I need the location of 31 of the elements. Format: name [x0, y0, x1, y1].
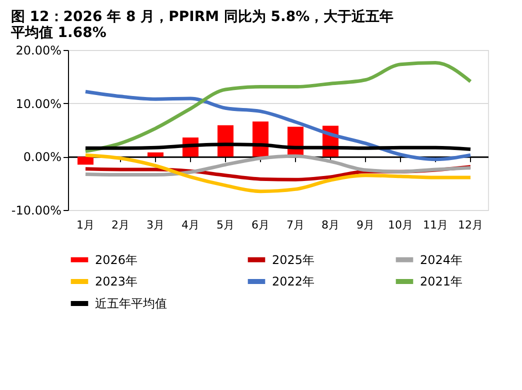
- line-series: [84, 153, 472, 194]
- legend-label: 近五年平均值: [95, 296, 167, 310]
- y-tick-label: 0.00%: [23, 150, 62, 164]
- legend-label: 2023年: [95, 274, 138, 288]
- x-tick-label: 7月: [286, 218, 304, 232]
- bar: [148, 152, 164, 157]
- legend-label: 2022年: [272, 274, 315, 288]
- x-tick-label: 10月: [388, 218, 413, 232]
- x-tick-label: 12月: [458, 218, 483, 232]
- text: 图 12：2026 年 8 月，PPIRM 同比为 5.8%，大于近五年: [10, 9, 394, 25]
- y-tick-label: -10.00%: [11, 204, 62, 218]
- x-tick-label: 4月: [182, 218, 200, 232]
- legend-label: 2026年: [95, 252, 138, 267]
- line-series: [84, 90, 472, 162]
- text: 平均值 1.68%: [10, 25, 106, 41]
- line-series: [84, 154, 472, 177]
- legend-label: 2025年: [272, 252, 315, 267]
- bar: [78, 156, 94, 165]
- x-tick-label: 3月: [146, 218, 164, 232]
- x-tick-label: 8月: [322, 218, 340, 232]
- line-series: [84, 61, 472, 154]
- y-tick-label: 20.00%: [16, 44, 62, 58]
- x-tick-label: 5月: [216, 218, 234, 232]
- y-tick-label: 10.00%: [16, 96, 62, 111]
- legend-label: 2024年: [420, 252, 463, 267]
- legend-label: 2021年: [420, 274, 463, 288]
- x-tick-label: 2月: [112, 218, 130, 232]
- x-tick-label: 1月: [76, 218, 94, 232]
- x-tick-label: 6月: [252, 218, 270, 232]
- x-tick-label: 9月: [356, 218, 374, 232]
- x-tick-label: 11月: [423, 218, 448, 232]
